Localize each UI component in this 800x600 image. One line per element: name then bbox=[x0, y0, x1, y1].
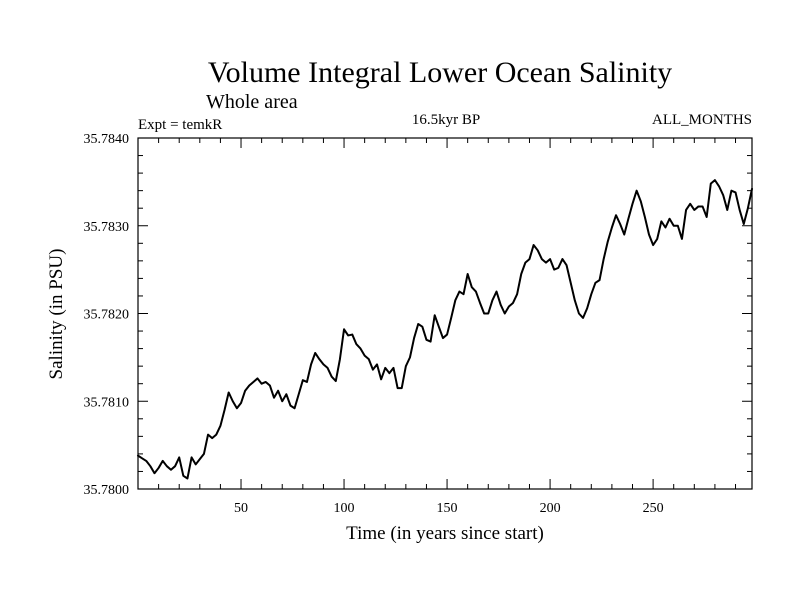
axis-ticks bbox=[138, 138, 752, 489]
chart-subtitle: Whole area bbox=[206, 91, 298, 113]
x-axis-label: Time (in years since start) bbox=[346, 523, 544, 544]
plot-area: 50 100 150 200 250 35.7800 35.7810 35.7820 35.78… bbox=[84, 132, 753, 516]
plot-frame bbox=[137, 137, 753, 490]
y-tick-label: 35.7820 bbox=[84, 308, 130, 323]
y-tick-label: 35.7840 bbox=[84, 132, 130, 147]
x-tick-label: 250 bbox=[643, 501, 664, 516]
x-tick-label: 100 bbox=[334, 501, 355, 516]
salinity-series-line bbox=[137, 179, 753, 480]
x-tick-label: 150 bbox=[437, 501, 458, 516]
axis-tick-labels: 50 100 150 200 250 35.7800 35.7810 35.7820 35.78… bbox=[84, 132, 664, 516]
chart-title: Volume Integral Lower Ocean Salinity bbox=[208, 56, 672, 89]
y-tick-label: 35.7800 bbox=[84, 483, 130, 498]
header-left: Expt = temkR bbox=[138, 117, 222, 133]
y-tick-label: 35.7830 bbox=[84, 220, 130, 235]
y-axis-label: Salinity (in PSU) bbox=[46, 249, 67, 380]
header-center: 16.5kyr BP bbox=[412, 112, 480, 128]
x-tick-label: 50 bbox=[234, 501, 248, 516]
y-tick-label: 35.7810 bbox=[84, 395, 130, 410]
x-tick-label: 200 bbox=[540, 501, 561, 516]
header-right: ALL_MONTHS bbox=[652, 112, 752, 128]
